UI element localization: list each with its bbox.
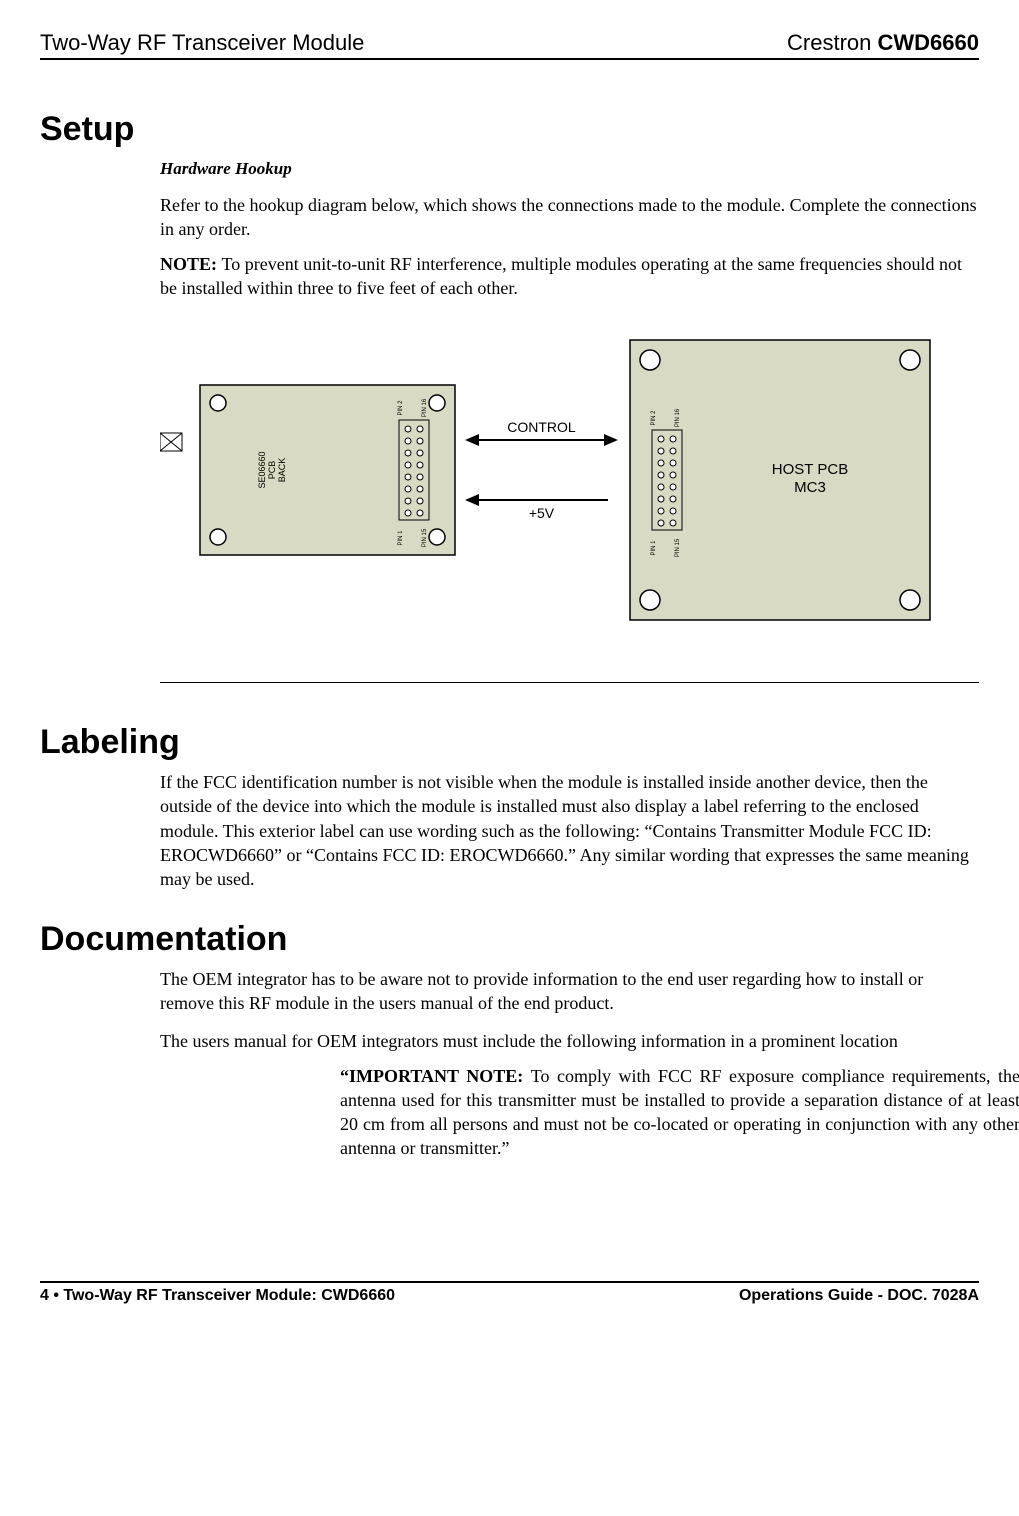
labeling-para: If the FCC identification number is not … (160, 770, 979, 891)
header-right-bold: CWD6660 (878, 30, 979, 55)
svg-text:MC3: MC3 (794, 479, 826, 496)
section-separator (160, 682, 979, 683)
labeling-heading: Labeling (40, 723, 979, 762)
hookup-diagram: SE06660PCBBACK PIN 2 PIN 16 PIN 1 PIN 15 PIN … (160, 320, 940, 640)
documentation-para-1: The OEM integrator has to be aware not t… (160, 967, 979, 1016)
important-note-block: “IMPORTANT NOTE: To comply with FCC RF e… (340, 1064, 1019, 1161)
svg-text:CONTROL: CONTROL (507, 419, 576, 435)
footer-left-suffix: Two-Way RF Transceiver Module: CWD6660 (59, 1287, 395, 1304)
page-header: Two-Way RF Transceiver Module Crestron C… (40, 30, 979, 60)
svg-text:PIN 15: PIN 15 (422, 528, 428, 547)
svg-text:PCB: PCB (267, 461, 277, 480)
header-left: Two-Way RF Transceiver Module (40, 30, 364, 56)
svg-text:PIN 16: PIN 16 (422, 398, 428, 417)
setup-para-1: Refer to the hookup diagram below, which… (160, 193, 979, 242)
svg-text:PIN 15: PIN 15 (675, 538, 681, 557)
setup-note-prefix: NOTE: (160, 254, 222, 274)
footer-left-prefix: 4 (40, 1287, 53, 1304)
setup-note-body: To prevent unit-to-unit RF interference,… (160, 254, 962, 298)
svg-text:SE06660: SE06660 (257, 452, 267, 489)
important-note-prefix: “IMPORTANT NOTE: (340, 1066, 531, 1086)
setup-note: NOTE: To prevent unit-to-unit RF interfe… (160, 252, 979, 301)
header-right: Crestron CWD6660 (787, 30, 979, 56)
page-footer: 4 • Two-Way RF Transceiver Module: CWD66… (40, 1281, 979, 1305)
svg-text:BACK: BACK (277, 458, 287, 483)
footer-right: Operations Guide - DOC. 7028A (739, 1287, 979, 1305)
svg-text:PIN 2: PIN 2 (651, 410, 657, 426)
svg-text:PIN 2: PIN 2 (398, 400, 404, 416)
documentation-para-2: The users manual for OEM integrators mus… (160, 1029, 979, 1053)
hardware-hookup-subheading: Hardware Hookup (160, 159, 979, 179)
setup-heading: Setup (40, 110, 979, 149)
svg-text:PIN 1: PIN 1 (651, 540, 657, 556)
svg-text:PIN 1: PIN 1 (398, 530, 404, 546)
documentation-heading: Documentation (40, 920, 979, 959)
footer-left: 4 • Two-Way RF Transceiver Module: CWD66… (40, 1287, 395, 1305)
svg-text:+5V: +5V (529, 505, 555, 521)
header-right-prefix: Crestron (787, 30, 877, 55)
svg-text:PIN 16: PIN 16 (675, 408, 681, 427)
svg-text:HOST PCB: HOST PCB (772, 461, 848, 478)
